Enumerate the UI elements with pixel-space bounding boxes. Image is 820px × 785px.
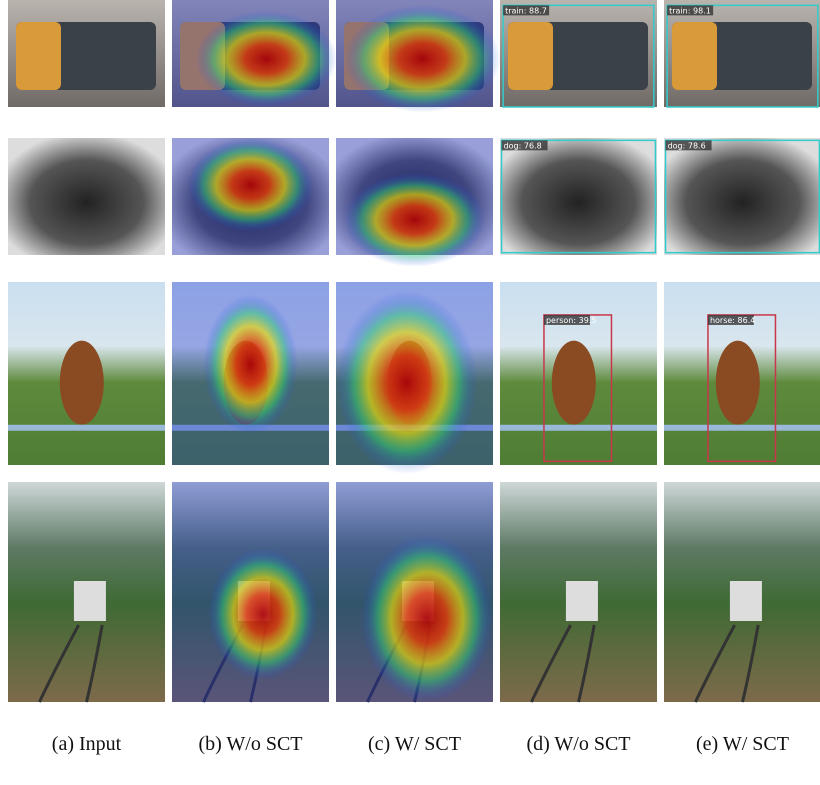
image-panel [336, 282, 493, 475]
detection-label: train: 98.1 [669, 6, 711, 15]
detection-label: horse: 86.4 [710, 316, 755, 325]
heatmap [343, 5, 501, 113]
fence [500, 424, 657, 431]
train-car [73, 581, 106, 621]
detection-label: train: 88.7 [505, 6, 547, 15]
image-panel: dog: 76.8 [500, 138, 657, 255]
image [664, 138, 820, 255]
image-panel [172, 282, 329, 465]
image-panel: horse: 86.4 [664, 282, 820, 465]
image-panel [336, 482, 493, 703]
heatmap [203, 294, 298, 434]
image-panel [172, 0, 337, 107]
image-panel [500, 482, 657, 703]
detection-label-bg [543, 314, 590, 325]
caption: (a) Input [52, 733, 122, 755]
fence [664, 424, 820, 431]
heatmap [208, 548, 319, 680]
train-nose [16, 22, 61, 90]
caption: (e) W/ SCT [696, 733, 789, 755]
image-panel [172, 138, 329, 255]
tracks [38, 624, 104, 703]
image-panel [172, 482, 329, 703]
caption: (b) W/o SCT [198, 733, 302, 755]
image-panel [664, 482, 820, 703]
detection-box [666, 4, 819, 108]
horse [715, 340, 760, 425]
detection-label-bg [707, 314, 754, 325]
caption: (d) W/o SCT [526, 733, 630, 755]
image [500, 138, 657, 255]
image-panel [8, 482, 165, 703]
detection-box [502, 4, 655, 108]
detection-label: dog: 76.8 [504, 141, 542, 150]
detection-label-bg [665, 140, 712, 151]
tracks [530, 624, 596, 703]
image [8, 138, 165, 255]
train-nose [672, 22, 717, 90]
detection-label: dog: 78.6 [668, 141, 706, 150]
image-panel [8, 0, 165, 107]
horse [59, 340, 104, 425]
detection-label-bg [503, 5, 550, 16]
image-panel: train: 88.7 [500, 0, 657, 108]
image-panel: person: 39.5 [500, 282, 657, 465]
caption: (c) W/ SCT [368, 733, 461, 755]
fence [8, 424, 165, 431]
detection-label: person: 39.5 [546, 316, 596, 325]
image-panel: dog: 78.6 [664, 138, 820, 255]
image-panel [336, 138, 493, 267]
detection-label-bg [501, 140, 548, 151]
train-car [729, 581, 762, 621]
heatmap [336, 291, 478, 475]
train-car [565, 581, 598, 621]
heatmap [361, 534, 493, 702]
detection-box [664, 139, 820, 254]
heatmap [187, 138, 314, 232]
image-panel [8, 138, 165, 255]
tracks [694, 624, 760, 703]
detection-label-bg [667, 5, 714, 16]
image-panel [8, 282, 165, 465]
heatmap [343, 173, 486, 267]
image-panel: train: 98.1 [664, 0, 820, 108]
train-nose [508, 22, 553, 90]
detection-box [500, 139, 657, 254]
heatmap [195, 10, 337, 107]
horse [551, 340, 596, 425]
image-panel [336, 0, 501, 113]
